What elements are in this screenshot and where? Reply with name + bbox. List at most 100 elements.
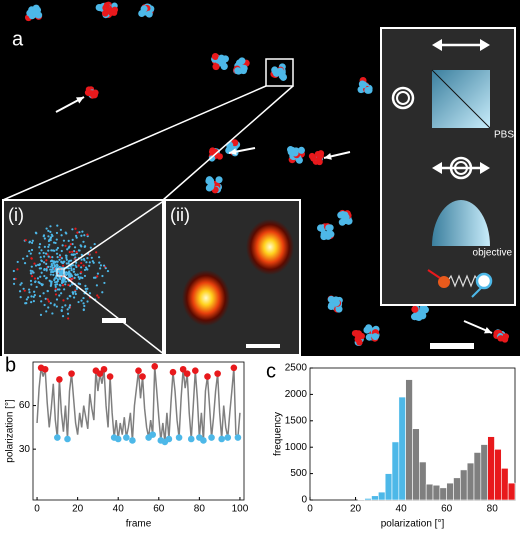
localization bbox=[95, 284, 98, 287]
localization bbox=[80, 253, 83, 256]
localization bbox=[33, 290, 36, 293]
particle bbox=[276, 67, 284, 75]
localization bbox=[19, 296, 22, 299]
bar bbox=[460, 469, 468, 501]
center-box bbox=[56, 268, 65, 277]
localization bbox=[80, 266, 83, 269]
arrow-head bbox=[480, 162, 490, 174]
localization bbox=[58, 271, 61, 274]
particle bbox=[271, 66, 279, 74]
particle bbox=[327, 295, 335, 303]
particle bbox=[315, 151, 322, 159]
localization bbox=[68, 273, 71, 277]
localization bbox=[96, 294, 99, 297]
localization bbox=[40, 271, 43, 274]
localization bbox=[69, 259, 73, 262]
particle bbox=[327, 302, 335, 311]
localization bbox=[81, 276, 84, 280]
marker bbox=[200, 437, 207, 444]
localization bbox=[75, 287, 79, 291]
spot bbox=[182, 270, 230, 326]
localization bbox=[86, 300, 89, 303]
localization bbox=[80, 271, 83, 274]
localization bbox=[82, 240, 85, 243]
bar bbox=[425, 483, 434, 501]
localization bbox=[62, 239, 66, 242]
marker bbox=[41, 365, 49, 373]
marker bbox=[165, 435, 173, 443]
localization bbox=[49, 284, 52, 287]
localization bbox=[83, 304, 86, 308]
localization bbox=[45, 262, 48, 265]
localization bbox=[51, 234, 54, 238]
localization bbox=[58, 294, 61, 297]
localization bbox=[83, 245, 87, 248]
bar bbox=[357, 499, 365, 501]
localization bbox=[28, 240, 32, 243]
localization bbox=[29, 252, 32, 255]
localization bbox=[28, 291, 31, 294]
y-axis-label: frequency bbox=[273, 412, 284, 456]
localization bbox=[58, 258, 61, 261]
localization bbox=[93, 242, 96, 246]
particle bbox=[353, 330, 360, 337]
localization bbox=[99, 267, 102, 270]
particle bbox=[238, 57, 246, 65]
molecule bbox=[475, 272, 493, 290]
localization bbox=[65, 258, 68, 261]
marker bbox=[149, 431, 157, 438]
localization bbox=[48, 243, 51, 246]
localization bbox=[70, 275, 74, 278]
localization bbox=[12, 269, 15, 273]
marker bbox=[204, 373, 211, 380]
localization bbox=[67, 262, 70, 265]
localization bbox=[25, 298, 28, 301]
bar bbox=[494, 449, 502, 501]
marker bbox=[129, 437, 136, 444]
panel-label: b bbox=[5, 354, 16, 376]
localization bbox=[51, 312, 54, 315]
localization bbox=[104, 267, 107, 270]
particle bbox=[211, 52, 219, 61]
pbs-diagonal bbox=[431, 69, 491, 129]
localization bbox=[40, 259, 43, 262]
localization bbox=[54, 281, 57, 284]
localization bbox=[96, 272, 100, 275]
localization bbox=[50, 264, 54, 267]
particle bbox=[111, 6, 119, 13]
localization bbox=[54, 285, 57, 288]
localization bbox=[40, 300, 43, 303]
localization bbox=[102, 264, 106, 267]
bar bbox=[487, 436, 495, 501]
panel-label: a bbox=[12, 28, 24, 50]
localization bbox=[72, 250, 76, 253]
localization bbox=[88, 292, 92, 295]
localization bbox=[73, 276, 76, 280]
localization bbox=[83, 268, 87, 272]
localization bbox=[69, 284, 72, 287]
localization bbox=[73, 253, 76, 256]
localization bbox=[24, 239, 27, 242]
localization bbox=[42, 292, 45, 295]
localization bbox=[28, 250, 31, 253]
localization bbox=[43, 245, 46, 248]
localization bbox=[29, 279, 33, 283]
localization bbox=[43, 303, 46, 307]
localization bbox=[67, 271, 70, 274]
localization bbox=[25, 302, 28, 305]
arrow-head bbox=[324, 152, 332, 160]
localization bbox=[78, 283, 82, 286]
localization bbox=[53, 304, 56, 307]
localization bbox=[23, 289, 26, 292]
localization bbox=[64, 271, 67, 274]
localization bbox=[106, 269, 110, 273]
localization bbox=[72, 268, 76, 271]
localization bbox=[68, 304, 72, 307]
localization bbox=[96, 275, 99, 278]
localization bbox=[76, 231, 79, 234]
localization bbox=[42, 235, 45, 238]
arrow-head bbox=[432, 162, 442, 174]
x-tick-label: 80 bbox=[194, 504, 206, 515]
localization bbox=[58, 276, 61, 279]
localization bbox=[71, 250, 74, 253]
